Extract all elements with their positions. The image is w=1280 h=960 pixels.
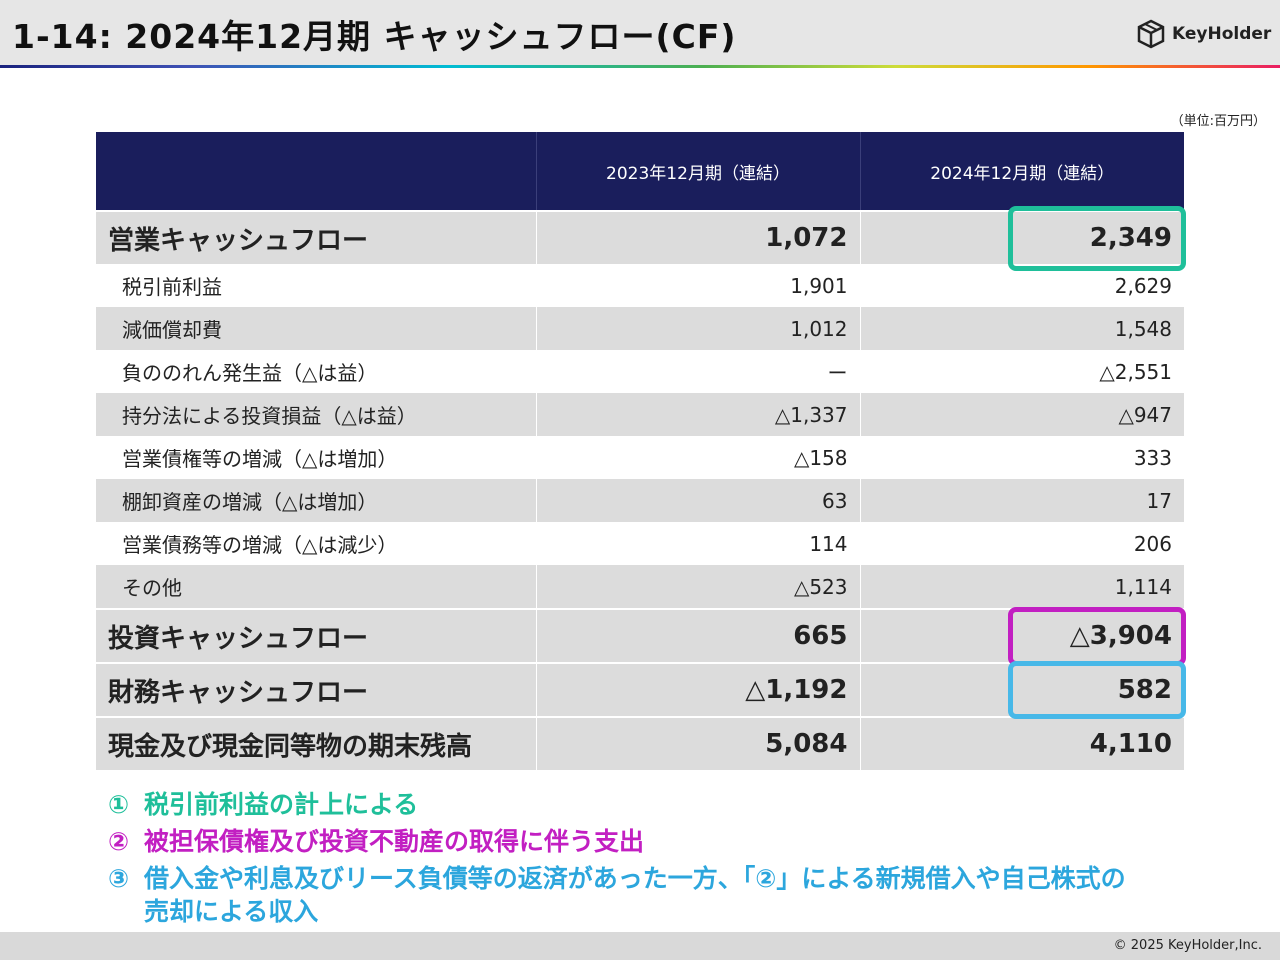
value-2023: 1,012: [535, 307, 860, 350]
note-marker: ②: [108, 827, 130, 856]
table-row: 営業債権等の増減（△は増加） △158 333: [96, 436, 1184, 479]
value-2024: 2,629: [859, 264, 1184, 307]
row-label: 営業キャッシュフロー: [96, 210, 536, 264]
value-2023: △523: [535, 565, 860, 609]
table-row: 財務キャッシュフロー △1,192 582: [96, 662, 1184, 717]
value-2024: 206: [859, 522, 1184, 565]
value-2023: 665: [535, 608, 860, 663]
table-row: 投資キャッシュフロー 665 △3,904: [96, 608, 1184, 663]
value-2024: 582: [859, 662, 1184, 717]
cube-icon: [1137, 19, 1165, 49]
value-2024: 17: [859, 479, 1184, 522]
note-marker: ③: [108, 864, 130, 893]
value-2024: 333: [859, 436, 1184, 479]
unit-label: （単位:百万円）: [1170, 114, 1266, 129]
row-label: 財務キャッシュフロー: [96, 662, 536, 717]
value-2024: 1,548: [859, 307, 1184, 350]
note-2: ② 被担保債権及び投資不動産の取得に伴う支出: [108, 823, 1126, 860]
value-2024: △3,904: [859, 608, 1184, 663]
note-text-continued: 売却による収入: [144, 897, 319, 926]
value-2024: △2,551: [859, 350, 1184, 393]
value-2024: 2,349: [859, 210, 1184, 264]
table-row: 減価償却費 1,012 1,548: [96, 307, 1184, 350]
value-2023: ー: [535, 350, 860, 393]
copyright: © 2025 KeyHolder,Inc.: [1113, 938, 1262, 953]
note-1: ① 税引前利益の計上による: [108, 786, 1126, 823]
cashflow-table: 2023年12月期（連結） 2024年12月期（連結） 営業キャッシュフロー 1…: [96, 132, 1184, 770]
table-row: 棚卸資産の増減（△は増加） 63 17: [96, 479, 1184, 522]
value-2023: △1,337: [535, 393, 860, 436]
header-divider: [0, 65, 1280, 68]
value-2023: 1,072: [535, 210, 860, 264]
table-row: その他 △523 1,114: [96, 565, 1184, 609]
page-title: 1-14: 2024年12月期 キャッシュフロー(CF): [12, 17, 737, 56]
table-row: 営業キャッシュフロー 1,072 2,349: [96, 210, 1184, 264]
table-header-row: 2023年12月期（連結） 2024年12月期（連結）: [96, 132, 1184, 211]
company-logo: KeyHolder: [1136, 18, 1271, 50]
notes-section: ① 税引前利益の計上による ② 被担保債権及び投資不動産の取得に伴う支出 ③ 借入金や…: [108, 786, 1126, 927]
table-row: 持分法による投資損益（△は益） △1,337 △947: [96, 393, 1184, 436]
row-label: その他: [96, 565, 536, 609]
table-row: 営業債務等の増減（△は減少） 114 206: [96, 522, 1184, 565]
value-2023: △1,192: [535, 662, 860, 717]
note-text: 被担保債権及び投資不動産の取得に伴う支出: [144, 827, 645, 856]
logo-text: KeyHolder: [1172, 24, 1272, 44]
value-2023: △158: [535, 436, 860, 479]
header-cell-2023: 2023年12月期（連結）: [535, 132, 860, 211]
row-label: 税引前利益: [96, 264, 536, 307]
value-2024: △947: [859, 393, 1184, 436]
note-3: ③ 借入金や利息及びリース負債等の返済があった一方、「②」による新規借入や自己株式…: [108, 860, 1126, 927]
table-row: 負ののれん発生益（△は益） ー △2,551: [96, 350, 1184, 393]
table-row: 現金及び現金同等物の期末残高 5,084 4,110: [96, 716, 1184, 770]
value-2024: 1,114: [859, 565, 1184, 609]
row-label: 減価償却費: [96, 307, 536, 350]
footer-bar: [0, 932, 1280, 960]
value-2023: 63: [535, 479, 860, 522]
note-marker: ①: [108, 790, 130, 819]
value-2024: 4,110: [859, 716, 1184, 770]
row-label: 営業債権等の増減（△は増加）: [96, 436, 536, 479]
note-text: 税引前利益の計上による: [144, 790, 419, 819]
row-label: 負ののれん発生益（△は益）: [96, 350, 536, 393]
value-2023: 114: [535, 522, 860, 565]
header-bar: [0, 0, 1280, 66]
table-row: 税引前利益 1,901 2,629: [96, 264, 1184, 307]
row-label: 投資キャッシュフロー: [96, 608, 536, 663]
header-cell-item: [96, 132, 536, 211]
value-2023: 5,084: [535, 716, 860, 770]
value-2023: 1,901: [535, 264, 860, 307]
row-label: 営業債務等の増減（△は減少）: [96, 522, 536, 565]
row-label: 現金及び現金同等物の期末残高: [96, 716, 536, 770]
header-cell-2024: 2024年12月期（連結）: [859, 132, 1184, 211]
row-label: 持分法による投資損益（△は益）: [96, 393, 536, 436]
note-text: 借入金や利息及びリース負債等の返済があった一方、「②」による新規借入や自己株式の: [144, 864, 1126, 893]
row-label: 棚卸資産の増減（△は増加）: [96, 479, 536, 522]
